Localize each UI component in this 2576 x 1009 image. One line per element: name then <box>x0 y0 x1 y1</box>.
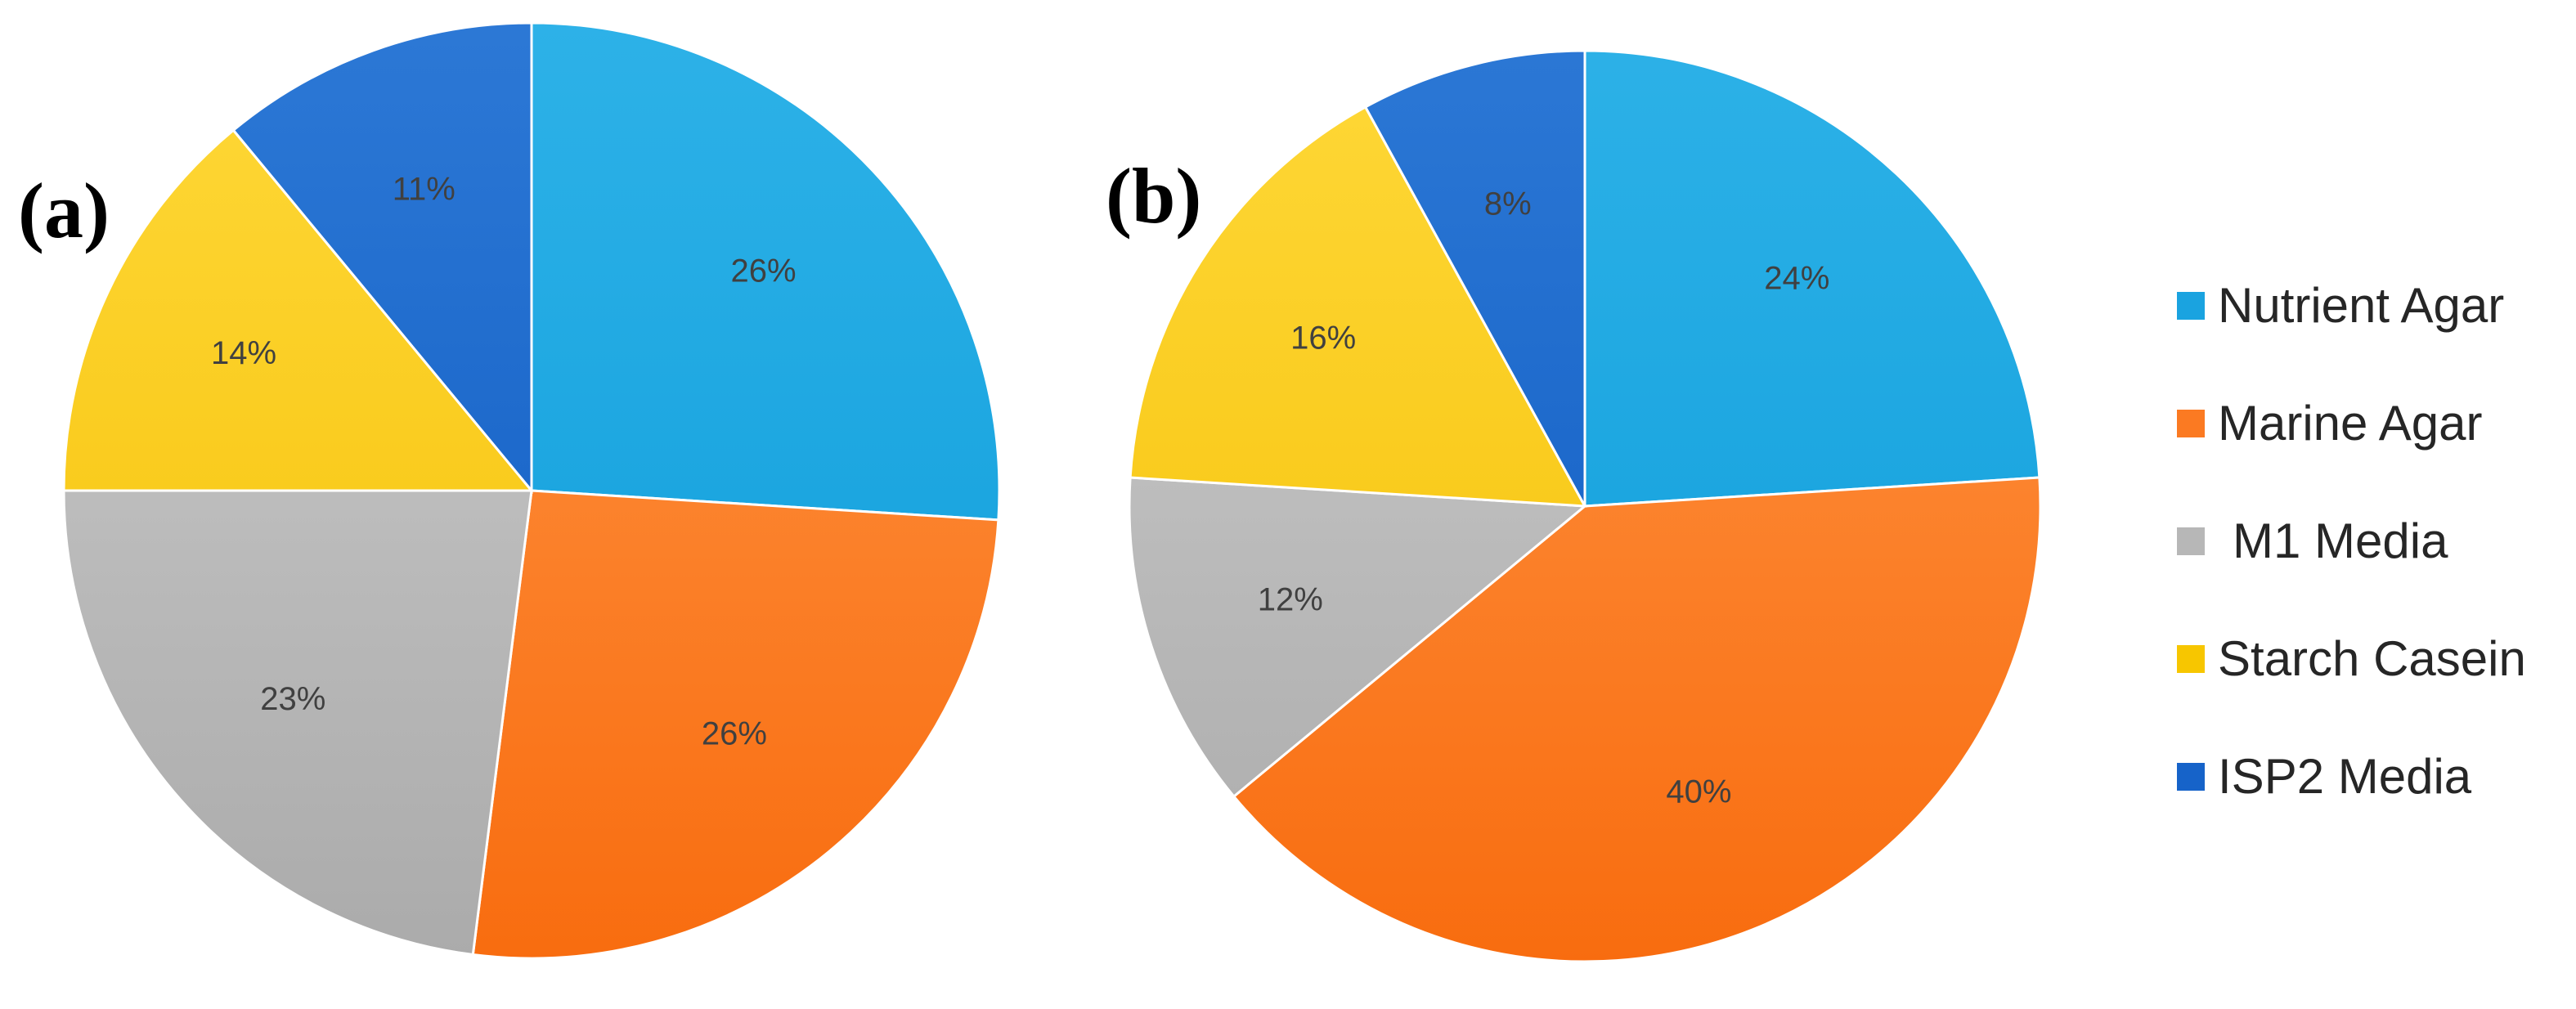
slice-value-label-starch-casein-b: 16% <box>1290 321 1356 357</box>
pie-slice-m1-media-b <box>1128 476 1588 799</box>
panel-label-b: (b) <box>1106 152 1201 240</box>
legend-swatch-m1-media <box>2177 527 2205 555</box>
pie-slice-marine-agar-a <box>471 489 1000 960</box>
slice-value-label-starch-casein-a: 14% <box>211 335 276 371</box>
legend-label-m1-media: M1 Media <box>2233 513 2448 568</box>
pie-slice-isp2-media-a <box>231 21 533 495</box>
panel-label-a: (a) <box>18 167 110 254</box>
slice-value-label-m1-media-a: 23% <box>260 681 325 717</box>
pie-chart-a: 26% 26% 23% 14% 11% <box>62 21 1001 960</box>
slice-value-label-nutrient-agar-b: 24% <box>1764 260 1829 296</box>
legend-label-nutrient-agar: Nutrient Agar <box>2218 278 2504 333</box>
legend-label-isp2-media: ISP2 Media <box>2218 749 2472 804</box>
slice-value-label-nutrient-agar-a: 26% <box>731 253 797 289</box>
legend: Nutrient Agar Marine Agar M1 Media Starc… <box>2177 278 2526 804</box>
slice-value-label-isp2-media-a: 11% <box>393 172 456 208</box>
legend-swatch-isp2-media <box>2177 763 2205 791</box>
pie-slice-nutrient-agar-a <box>530 21 1001 522</box>
slice-value-label-marine-agar-b: 40% <box>1666 774 1731 810</box>
pie-slice-starch-casein-a <box>62 128 535 492</box>
legend-swatch-starch-casein <box>2177 645 2205 673</box>
pie-slice-isp2-media-b <box>1363 49 1586 507</box>
pie-slice-marine-agar-b <box>1232 476 2042 963</box>
legend-label-starch-casein: Starch Casein <box>2218 631 2526 686</box>
pie-chart-b: 24% 40% 12% 16% 8% <box>1128 49 2042 963</box>
slice-value-label-m1-media-b: 12% <box>1258 582 1323 618</box>
legend-label-marine-agar: Marine Agar <box>2218 396 2483 451</box>
pie-slice-starch-casein-b <box>1129 105 1587 508</box>
legend-swatch-nutrient-agar <box>2177 292 2205 320</box>
slice-value-label-marine-agar-a: 26% <box>702 715 767 751</box>
slice-value-label-isp2-media-b: 8% <box>1484 186 1532 222</box>
pie-slice-nutrient-agar-b <box>1583 49 2041 508</box>
legend-swatch-marine-agar <box>2177 410 2205 437</box>
pie-slice-m1-media-a <box>62 489 533 957</box>
